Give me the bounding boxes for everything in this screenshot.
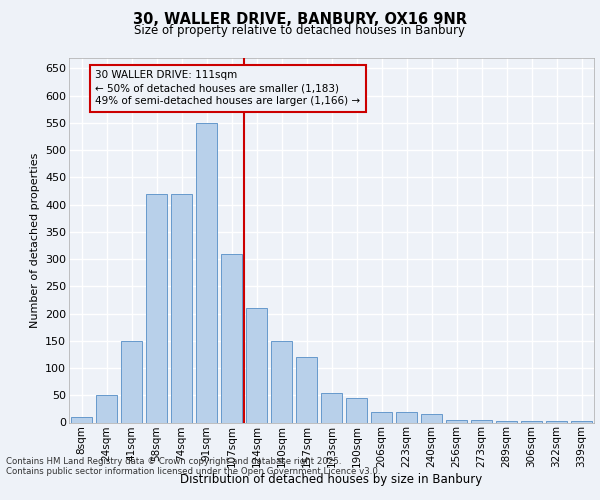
Bar	[346, 398, 367, 422]
Bar	[146, 194, 167, 422]
Bar	[121, 341, 142, 422]
Bar	[196, 123, 217, 422]
Y-axis label: Number of detached properties: Number of detached properties	[29, 152, 40, 328]
Text: Contains public sector information licensed under the Open Government Licence v3: Contains public sector information licen…	[6, 468, 380, 476]
Text: Contains HM Land Registry data © Crown copyright and database right 2025.: Contains HM Land Registry data © Crown c…	[6, 458, 341, 466]
Bar	[421, 414, 442, 422]
Bar	[246, 308, 267, 422]
Bar	[396, 412, 417, 422]
Bar	[171, 194, 192, 422]
Text: Size of property relative to detached houses in Banbury: Size of property relative to detached ho…	[134, 24, 466, 37]
Bar	[471, 420, 492, 422]
X-axis label: Distribution of detached houses by size in Banbury: Distribution of detached houses by size …	[181, 473, 482, 486]
Text: 30 WALLER DRIVE: 111sqm
← 50% of detached houses are smaller (1,183)
49% of semi: 30 WALLER DRIVE: 111sqm ← 50% of detache…	[95, 70, 361, 106]
Bar	[271, 341, 292, 422]
Bar	[71, 417, 92, 422]
Bar	[296, 357, 317, 422]
Bar	[446, 420, 467, 422]
Bar	[371, 412, 392, 422]
Bar	[96, 396, 117, 422]
Bar	[221, 254, 242, 422]
Text: 30, WALLER DRIVE, BANBURY, OX16 9NR: 30, WALLER DRIVE, BANBURY, OX16 9NR	[133, 12, 467, 28]
Bar	[321, 392, 342, 422]
